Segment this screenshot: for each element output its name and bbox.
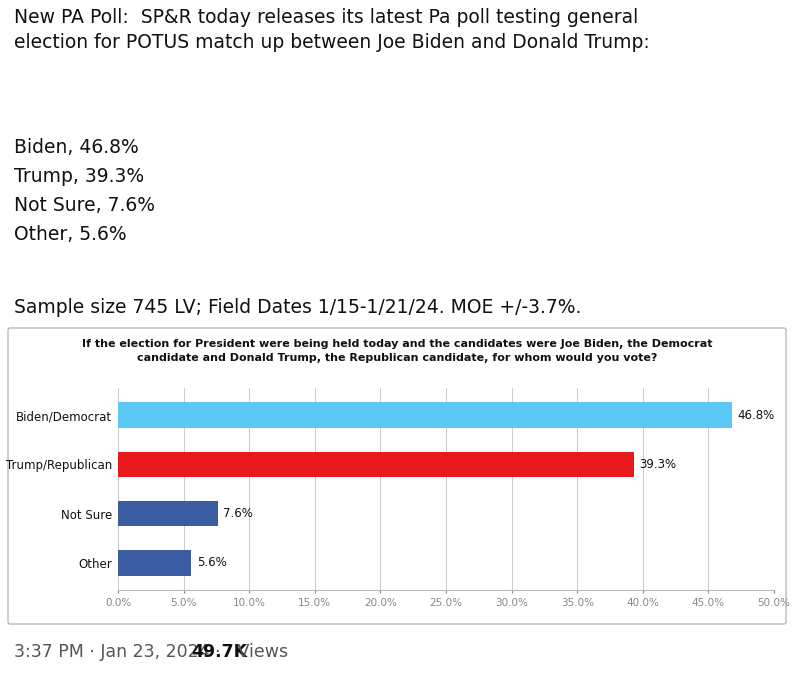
Bar — [118, 402, 732, 428]
Text: Sample size 745 LV; Field Dates 1/15-1/21/24. MOE +/-3.7%.: Sample size 745 LV; Field Dates 1/15-1/2… — [14, 298, 582, 317]
Text: New PA Poll:  SP&R today releases its latest Pa poll testing general
election fo: New PA Poll: SP&R today releases its lat… — [14, 8, 650, 51]
Text: 39.3%: 39.3% — [639, 458, 676, 471]
Text: 46.8%: 46.8% — [738, 409, 774, 422]
Text: Views: Views — [231, 643, 288, 661]
Text: Other, 5.6%: Other, 5.6% — [14, 225, 126, 244]
Text: Not Sure, 7.6%: Not Sure, 7.6% — [14, 196, 155, 215]
Text: 7.6%: 7.6% — [223, 507, 253, 520]
Bar — [118, 452, 634, 477]
Text: 3:37 PM · Jan 23, 2024 ·: 3:37 PM · Jan 23, 2024 · — [14, 643, 226, 661]
Text: Trump, 39.3%: Trump, 39.3% — [14, 167, 144, 186]
Text: If the election for President were being held today and the candidates were Joe : If the election for President were being… — [82, 339, 712, 363]
Text: 5.6%: 5.6% — [197, 556, 226, 569]
Bar — [118, 550, 191, 575]
Text: Biden, 46.8%: Biden, 46.8% — [14, 138, 138, 157]
Text: 49.7K: 49.7K — [191, 643, 248, 661]
Bar — [118, 501, 218, 527]
FancyBboxPatch shape — [8, 328, 786, 624]
